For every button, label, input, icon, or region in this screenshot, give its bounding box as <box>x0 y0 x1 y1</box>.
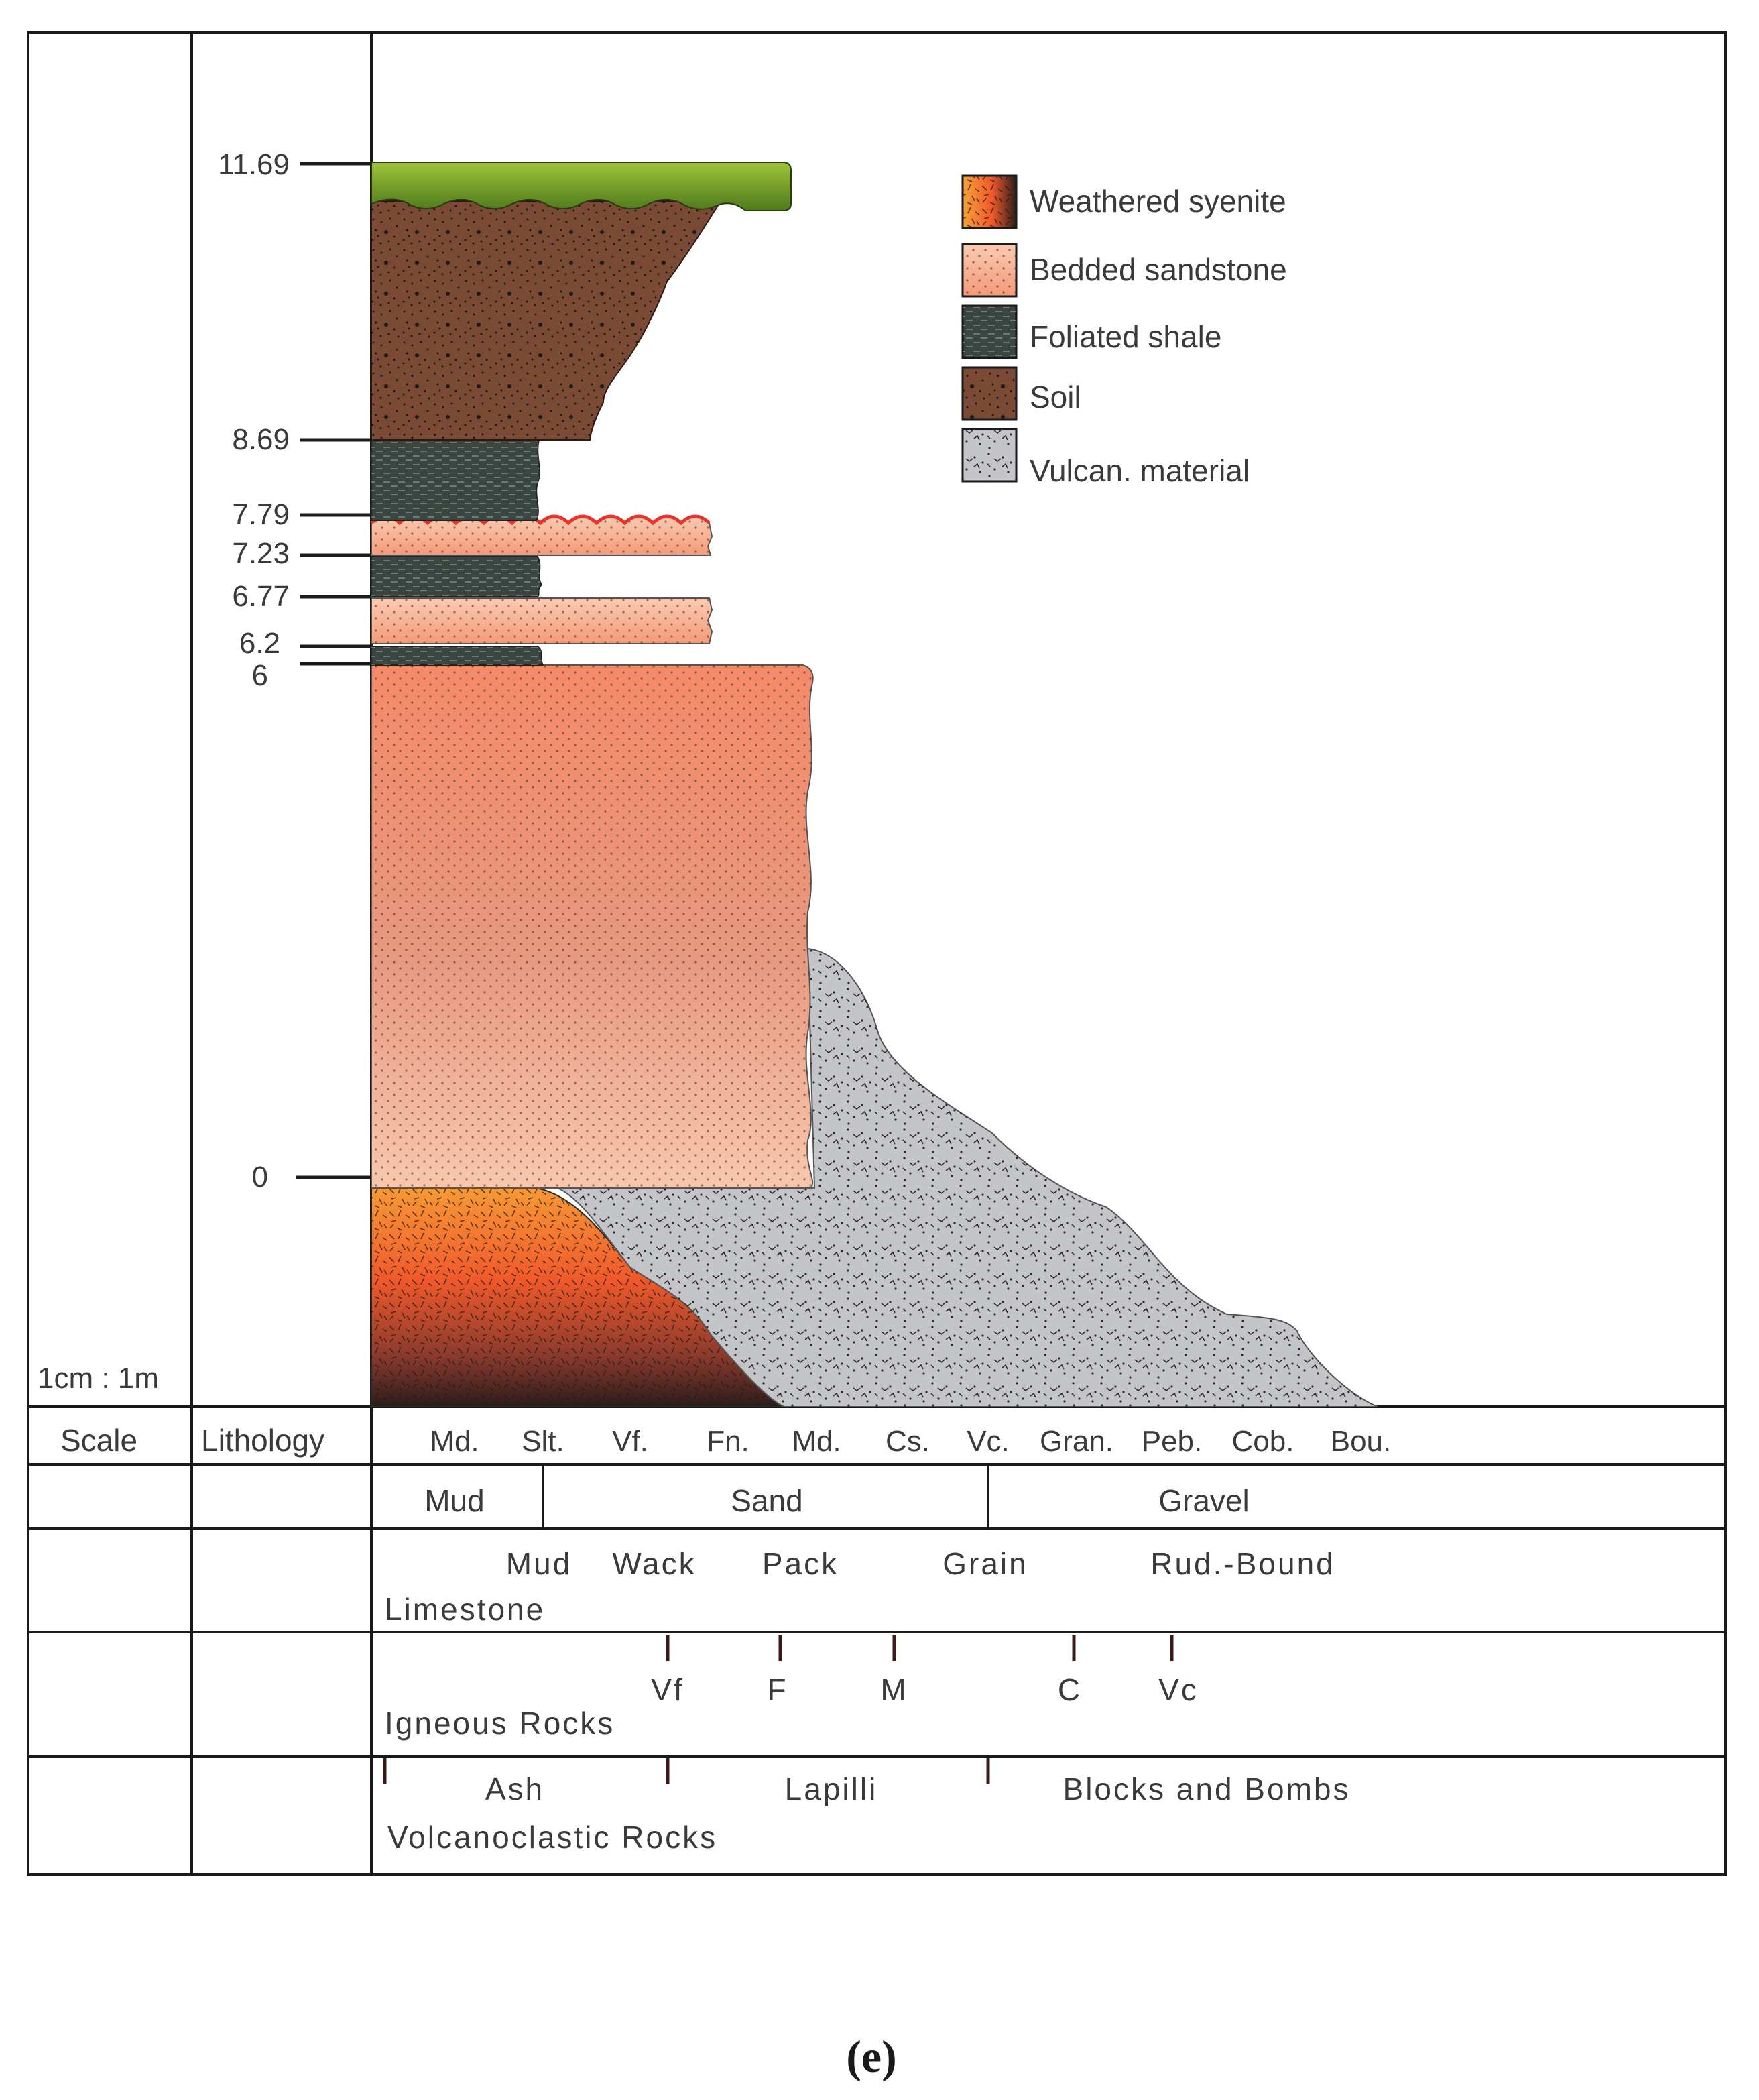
limestone-row: Mud Wack Pack Grain Rud.-Bound Limestone <box>385 1546 1335 1627</box>
grain-size-label: Md. <box>430 1425 479 1458</box>
legend-item-volcanic: Vulcan. material <box>961 428 1250 488</box>
class-label: Sand <box>731 1483 802 1518</box>
depth-label: 11.69 <box>218 148 290 181</box>
depth-label: 7.79 <box>232 498 290 531</box>
scale-value: 1cm : 1m <box>38 1362 159 1395</box>
legend-label: Bedded sandstone <box>1030 252 1287 287</box>
depth-label: 8.69 <box>232 423 290 456</box>
volcanoclastic-type: Blocks and Bombs <box>1063 1771 1351 1806</box>
class-label: Gravel <box>1158 1483 1249 1518</box>
depth-label: 0 <box>252 1161 268 1193</box>
grain-size-row: Md. Slt. Vf. Fn. Md. Cs. Vc. Gran. Peb. … <box>430 1425 1391 1458</box>
legend-item-shale: Foliated shale <box>961 304 1221 359</box>
depth-label: 7.23 <box>232 537 290 570</box>
grain-size-label: Slt. <box>522 1425 564 1458</box>
depth-label: 6.77 <box>232 580 290 613</box>
limestone-type: Grain <box>943 1546 1028 1581</box>
grain-size-label: Peb. <box>1142 1425 1203 1458</box>
legend-item-syenite: Weathered syenite <box>961 174 1286 229</box>
igneous-type: Vf <box>651 1672 684 1707</box>
grass-cap <box>371 162 792 211</box>
igneous-row: Vf F M C Vc Igneous Rocks <box>385 1635 1199 1741</box>
legend-item-sandstone: Bedded sandstone <box>961 243 1287 298</box>
igneous-type: Vc <box>1158 1672 1199 1707</box>
legend-label: Foliated shale <box>1030 319 1221 354</box>
grain-size-label: Fn. <box>707 1425 749 1458</box>
volcanoclastic-type: Lapilli <box>785 1771 878 1806</box>
volcanoclastic-row: Ash Lapilli Blocks and Bombs Volcanoclas… <box>383 1758 1351 1855</box>
grain-size-label: Cob. <box>1232 1425 1294 1458</box>
legend-label: Vulcan. material <box>1030 453 1250 488</box>
figure-caption: (e) <box>846 2031 896 2082</box>
grain-size-label: Cs. <box>886 1425 930 1458</box>
igneous-title: Igneous Rocks <box>385 1706 615 1741</box>
limestone-type: Rud.-Bound <box>1150 1546 1335 1581</box>
igneous-type: F <box>767 1672 788 1707</box>
grain-size-label: Vf. <box>612 1425 648 1458</box>
igneous-type: M <box>880 1672 908 1707</box>
depth-ticks <box>296 162 371 1179</box>
depth-label: 6.2 <box>239 627 280 660</box>
lithology-column <box>370 162 1378 1407</box>
limestone-type: Pack <box>762 1546 839 1581</box>
igneous-type: C <box>1058 1672 1082 1707</box>
grain-size-label: Md. <box>792 1425 841 1458</box>
legend-label: Soil <box>1030 380 1081 414</box>
volcanoclastic-title: Volcanoclastic Rocks <box>387 1820 717 1855</box>
class-label: Mud <box>424 1483 484 1518</box>
table-frame <box>27 31 1727 1876</box>
scale-header: Scale <box>60 1423 137 1458</box>
legend-label: Weathered syenite <box>1030 184 1286 219</box>
legend: Weathered syenite Bedded sandstone Folia… <box>961 174 1287 488</box>
limestone-type: Mud <box>506 1546 572 1581</box>
lithology-header: Lithology <box>201 1423 324 1458</box>
limestone-type: Wack <box>612 1546 696 1581</box>
depth-label: 6 <box>252 659 268 692</box>
legend-item-soil: Soil <box>961 366 1081 421</box>
volcanoclastic-type: Ash <box>485 1771 544 1806</box>
depth-labels: 11.69 8.69 7.79 7.23 6.77 6.2 6 0 <box>218 148 290 1193</box>
class-row: Mud Sand Gravel <box>424 1464 1250 1529</box>
grain-size-label: Bou. <box>1331 1425 1392 1458</box>
grain-size-label: Gran. <box>1040 1425 1113 1458</box>
grain-size-label: Vc. <box>967 1425 1010 1458</box>
limestone-title: Limestone <box>385 1592 545 1627</box>
